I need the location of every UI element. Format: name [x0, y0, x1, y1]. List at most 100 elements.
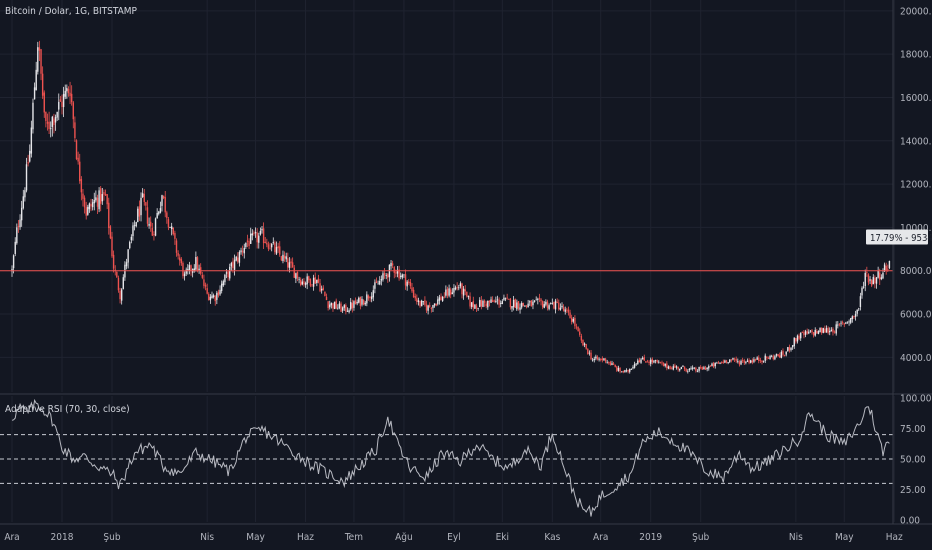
- candle-body: [217, 291, 220, 296]
- candle-body: [66, 88, 68, 92]
- candle-body: [288, 262, 291, 268]
- candle-body: [761, 360, 763, 363]
- candle-body: [306, 276, 308, 285]
- candle-body: [514, 299, 516, 309]
- candle-body: [188, 265, 191, 271]
- candle-body: [132, 225, 134, 237]
- candle-body: [395, 272, 397, 274]
- candle-body: [640, 359, 642, 363]
- candle-body: [370, 296, 373, 300]
- candle-body: [125, 262, 128, 267]
- candle-body: [406, 281, 408, 287]
- candle-body: [377, 283, 379, 285]
- candle-body: [414, 296, 416, 299]
- time-tick-label: Tem: [344, 532, 363, 543]
- candle-body: [146, 207, 149, 224]
- time-tick-label: Haz: [886, 532, 903, 543]
- candle-body: [106, 194, 108, 205]
- candle-body: [345, 304, 347, 312]
- candle-body: [314, 277, 316, 284]
- candle-body: [732, 358, 734, 360]
- candle-body: [608, 362, 610, 364]
- candle-body: [320, 288, 323, 291]
- candle-body: [122, 277, 124, 289]
- candle-body: [22, 196, 24, 209]
- candle-body: [116, 271, 118, 278]
- candle-body: [32, 102, 34, 130]
- candle-body: [887, 268, 889, 270]
- candle-body: [853, 315, 855, 318]
- candle-body: [738, 361, 741, 365]
- candle-body: [108, 202, 110, 229]
- time-tick-label: Şub: [103, 532, 120, 543]
- candle-body: [274, 242, 276, 253]
- candle-body: [148, 223, 150, 226]
- candle-body: [348, 310, 350, 313]
- candle-body: [338, 303, 341, 309]
- candle-body: [206, 288, 208, 294]
- candle-body: [808, 331, 810, 334]
- candle-body: [527, 303, 529, 308]
- candle-body: [93, 199, 95, 204]
- candle-body: [219, 289, 221, 295]
- candle-body: [861, 287, 863, 296]
- candle-body: [750, 360, 752, 363]
- candle-body: [854, 314, 857, 317]
- candle-body: [83, 197, 86, 208]
- candle-body: [532, 301, 534, 306]
- candle-body: [179, 257, 181, 261]
- price-tick-label: 4000.00: [900, 353, 932, 364]
- candle-body: [325, 296, 328, 301]
- candle-body: [593, 358, 595, 361]
- candle-body: [209, 296, 212, 301]
- candle-body: [767, 358, 770, 359]
- candle-body: [58, 101, 60, 110]
- candle-body: [656, 360, 658, 363]
- candle-body: [225, 272, 228, 274]
- candle-body: [51, 116, 54, 127]
- candle-body: [333, 301, 336, 310]
- candle-body: [422, 301, 424, 302]
- candle-body: [566, 309, 568, 311]
- candle-body: [751, 360, 754, 363]
- candle-body: [474, 304, 476, 309]
- candle-body: [269, 248, 271, 250]
- candle-body: [803, 332, 805, 336]
- candle-body: [27, 162, 29, 164]
- candle-body: [353, 301, 355, 308]
- candle-body: [196, 257, 199, 271]
- candle-body: [524, 305, 526, 307]
- candle-body: [90, 204, 92, 207]
- candle-body: [790, 348, 792, 350]
- candle-body: [819, 327, 821, 333]
- candle-body: [411, 287, 413, 292]
- candle-body: [64, 90, 66, 97]
- candle-body: [135, 222, 137, 227]
- candle-body: [291, 262, 294, 268]
- candle-body: [866, 272, 868, 273]
- candle-body: [235, 256, 237, 261]
- candle-body: [416, 298, 418, 302]
- candle-body: [153, 234, 155, 235]
- candle-body: [103, 192, 105, 195]
- candle-body: [724, 360, 726, 363]
- candle-body: [604, 358, 607, 362]
- candle-body: [575, 326, 578, 328]
- candle-body: [25, 164, 28, 191]
- candle-body: [822, 328, 824, 333]
- candle-body: [229, 266, 231, 279]
- candle-body: [159, 208, 162, 213]
- candle-body: [537, 298, 539, 300]
- candle-body: [187, 269, 189, 270]
- candle-body: [548, 305, 550, 310]
- candle-body: [309, 278, 312, 286]
- candle-body: [754, 359, 757, 361]
- candle-body: [711, 363, 713, 367]
- candle-body: [446, 288, 449, 296]
- candle-body: [104, 193, 107, 196]
- candle-body: [845, 322, 847, 324]
- candle-body: [193, 268, 195, 272]
- candle-body: [683, 366, 686, 370]
- candle-body: [120, 289, 123, 301]
